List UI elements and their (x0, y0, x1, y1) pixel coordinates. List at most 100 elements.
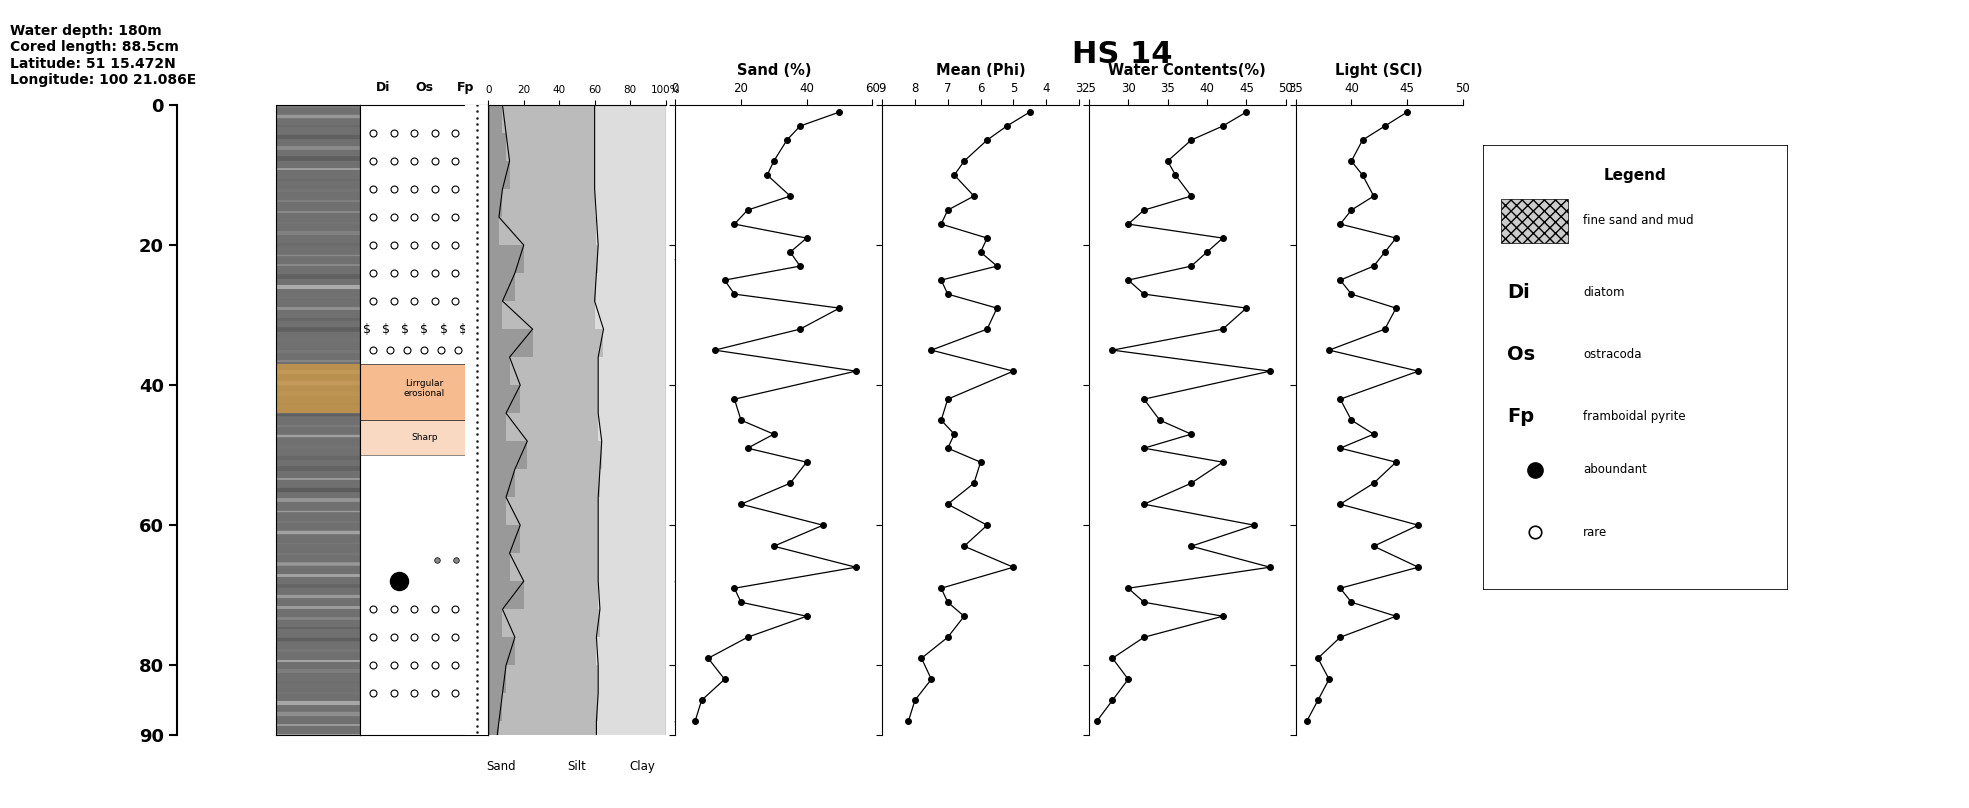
Text: diatom: diatom (1583, 285, 1624, 299)
X-axis label: Light (SCI): Light (SCI) (1335, 63, 1424, 78)
Text: $: $ (402, 322, 410, 335)
Bar (488, 638, 516, 665)
Text: $: $ (459, 322, 467, 335)
Text: $: $ (419, 322, 429, 335)
Bar (488, 357, 510, 385)
Text: aboundant: aboundant (1583, 463, 1648, 477)
Text: Fp: Fp (1506, 407, 1534, 426)
Bar (599, 497, 666, 525)
Text: ◄26,000: ◄26,000 (673, 715, 725, 728)
Bar (599, 413, 666, 441)
Bar (601, 469, 666, 497)
Bar (597, 273, 666, 301)
Bar (360, 420, 488, 455)
Bar (488, 413, 506, 441)
Bar (488, 161, 510, 189)
Bar (599, 357, 666, 385)
Bar (510, 161, 595, 189)
Bar (488, 245, 524, 273)
Text: $: $ (362, 322, 370, 335)
Bar (488, 665, 506, 693)
Bar (516, 273, 597, 301)
Bar (595, 161, 666, 189)
Text: Sand: Sand (486, 760, 516, 773)
Bar (599, 245, 666, 273)
Text: HS 14: HS 14 (1071, 40, 1174, 69)
Bar (595, 105, 666, 133)
Text: Silt: Silt (567, 760, 587, 773)
Bar (524, 245, 599, 273)
Bar (599, 553, 666, 581)
Text: framboidal pyrite: framboidal pyrite (1583, 410, 1685, 423)
Bar (502, 301, 595, 329)
Bar (528, 441, 603, 469)
Bar (506, 665, 599, 693)
Text: Sharp: Sharp (412, 433, 437, 442)
Bar (516, 638, 597, 665)
Bar (595, 301, 666, 329)
Bar (524, 581, 599, 609)
Bar (488, 441, 528, 469)
Bar (510, 357, 599, 385)
Bar (506, 497, 599, 525)
Bar (488, 525, 520, 553)
Bar (601, 609, 666, 638)
Text: $: $ (382, 322, 390, 335)
Text: ◄22,440: ◄22,440 (673, 574, 725, 587)
Bar (498, 722, 597, 735)
Bar (488, 497, 506, 525)
Text: Di: Di (1506, 283, 1530, 301)
X-axis label: Sand (%): Sand (%) (736, 63, 811, 78)
Bar (498, 217, 597, 245)
Bar (488, 105, 502, 133)
Bar (520, 525, 599, 553)
Bar (520, 385, 599, 413)
X-axis label: Water Contents(%): Water Contents(%) (1109, 63, 1266, 78)
Bar (488, 217, 498, 245)
Text: fine sand and mud: fine sand and mud (1583, 214, 1693, 228)
Bar (360, 364, 488, 420)
Bar (502, 189, 595, 217)
Bar (595, 133, 666, 161)
Bar (488, 722, 498, 735)
Text: Water depth: 180m
Cored length: 88.5cm
Latitude: 51 15.472N
Longitude: 100 21.08: Water depth: 180m Cored length: 88.5cm L… (10, 24, 197, 86)
Text: ostracoda: ostracoda (1583, 347, 1642, 361)
Bar (599, 581, 666, 609)
Bar (599, 665, 666, 693)
Bar (603, 441, 666, 469)
Bar (595, 189, 666, 217)
Bar (597, 722, 666, 735)
Bar (488, 581, 524, 609)
Bar (502, 609, 601, 638)
Text: Lirrgular
erosional: Lirrgular erosional (404, 379, 445, 398)
Text: Di: Di (376, 81, 390, 94)
Bar (488, 385, 520, 413)
X-axis label: Mean (Phi): Mean (Phi) (935, 63, 1026, 78)
Bar (488, 469, 516, 497)
Bar (502, 105, 595, 133)
Bar (488, 693, 502, 722)
Bar (599, 385, 666, 413)
Text: rare: rare (1583, 525, 1607, 539)
Bar (488, 189, 502, 217)
Text: $: $ (439, 322, 447, 335)
Bar (488, 553, 510, 581)
Text: Os: Os (1506, 345, 1536, 364)
Text: $: $ (478, 322, 486, 335)
Bar (502, 693, 599, 722)
Bar (488, 133, 506, 161)
Text: ◄20,127: ◄20,127 (673, 253, 725, 266)
Bar (506, 133, 595, 161)
Text: Legend: Legend (1605, 167, 1666, 183)
Bar (597, 217, 666, 245)
Bar (599, 525, 666, 553)
Bar (603, 329, 666, 357)
Bar (597, 638, 666, 665)
Text: Os: Os (415, 81, 433, 94)
Bar (1500, 199, 1567, 243)
Bar (276, 364, 360, 413)
Bar (488, 273, 516, 301)
Bar (488, 609, 502, 638)
Bar (510, 553, 599, 581)
Bar (506, 413, 599, 441)
